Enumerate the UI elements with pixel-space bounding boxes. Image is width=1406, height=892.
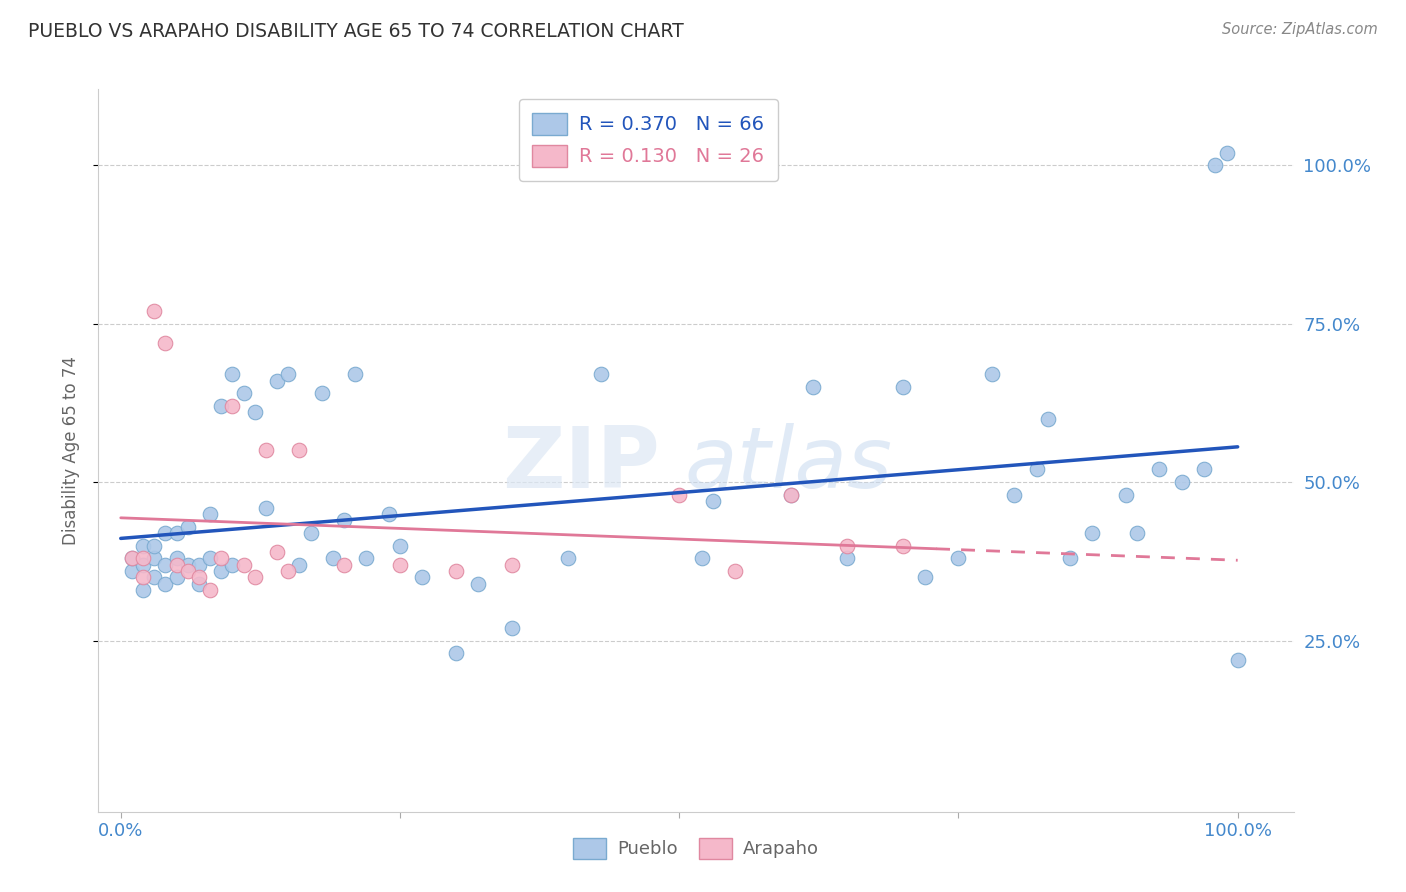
Point [143, 551, 166, 566]
Point [132, 539, 155, 553]
Point [356, 551, 378, 566]
Point [243, 405, 266, 419]
Point [501, 558, 523, 572]
Point [891, 539, 914, 553]
Point [166, 551, 188, 566]
Point [166, 525, 188, 540]
Point [177, 558, 200, 572]
Point [344, 368, 367, 382]
Point [187, 576, 209, 591]
Point [333, 513, 356, 527]
Point [132, 570, 155, 584]
Point [198, 507, 221, 521]
Point [143, 304, 166, 318]
Point [835, 551, 858, 566]
Point [155, 335, 177, 350]
Point [780, 488, 803, 502]
Point [132, 582, 155, 597]
Point [411, 570, 433, 584]
Point [835, 539, 858, 553]
Point [690, 551, 713, 566]
Text: PUEBLO VS ARAPAHO DISABILITY AGE 65 TO 74 CORRELATION CHART: PUEBLO VS ARAPAHO DISABILITY AGE 65 TO 7… [28, 22, 683, 41]
Point [467, 576, 489, 591]
Point [187, 570, 209, 584]
Point [277, 368, 299, 382]
Point [121, 551, 143, 566]
Point [702, 494, 724, 508]
Point [1204, 158, 1226, 172]
Point [1036, 411, 1059, 425]
Point [1226, 652, 1249, 666]
Y-axis label: Disability Age 65 to 74: Disability Age 65 to 74 [62, 356, 80, 545]
Point [143, 539, 166, 553]
Point [266, 374, 288, 388]
Point [801, 380, 824, 394]
Point [221, 399, 243, 413]
Point [254, 500, 277, 515]
Point [155, 558, 177, 572]
Point [1025, 462, 1047, 476]
Point [1171, 475, 1194, 490]
Text: atlas: atlas [685, 424, 891, 507]
Point [209, 399, 232, 413]
Point [557, 551, 579, 566]
Point [143, 570, 166, 584]
Point [322, 551, 344, 566]
Point [333, 558, 356, 572]
Point [155, 525, 177, 540]
Point [589, 368, 612, 382]
Text: ZIP: ZIP [502, 424, 661, 507]
Point [444, 564, 467, 578]
Point [232, 386, 254, 401]
Point [1081, 525, 1104, 540]
Point [166, 558, 188, 572]
Point [132, 558, 155, 572]
Point [177, 564, 200, 578]
Point [121, 564, 143, 578]
Point [1002, 488, 1025, 502]
Point [198, 582, 221, 597]
Point [288, 443, 311, 458]
Point [388, 558, 411, 572]
Point [209, 551, 232, 566]
Legend: Pueblo, Arapaho: Pueblo, Arapaho [564, 829, 828, 868]
Point [243, 570, 266, 584]
Text: Source: ZipAtlas.com: Source: ZipAtlas.com [1222, 22, 1378, 37]
Point [187, 558, 209, 572]
Point [501, 621, 523, 635]
Point [155, 576, 177, 591]
Point [724, 564, 747, 578]
Point [891, 380, 914, 394]
Point [166, 570, 188, 584]
Point [299, 525, 322, 540]
Point [121, 551, 143, 566]
Point [378, 507, 401, 521]
Point [1215, 145, 1237, 160]
Point [232, 558, 254, 572]
Point [914, 570, 936, 584]
Point [177, 519, 200, 533]
Point [132, 551, 155, 566]
Point [1115, 488, 1137, 502]
Point [668, 488, 690, 502]
Point [444, 646, 467, 660]
Point [221, 558, 243, 572]
Point [981, 368, 1004, 382]
Point [254, 443, 277, 458]
Point [288, 558, 311, 572]
Point [209, 564, 232, 578]
Point [1192, 462, 1215, 476]
Point [311, 386, 333, 401]
Point [1126, 525, 1149, 540]
Point [221, 368, 243, 382]
Point [266, 545, 288, 559]
Point [198, 551, 221, 566]
Point [780, 488, 803, 502]
Point [948, 551, 970, 566]
Point [1059, 551, 1081, 566]
Point [277, 564, 299, 578]
Point [388, 539, 411, 553]
Point [1149, 462, 1171, 476]
